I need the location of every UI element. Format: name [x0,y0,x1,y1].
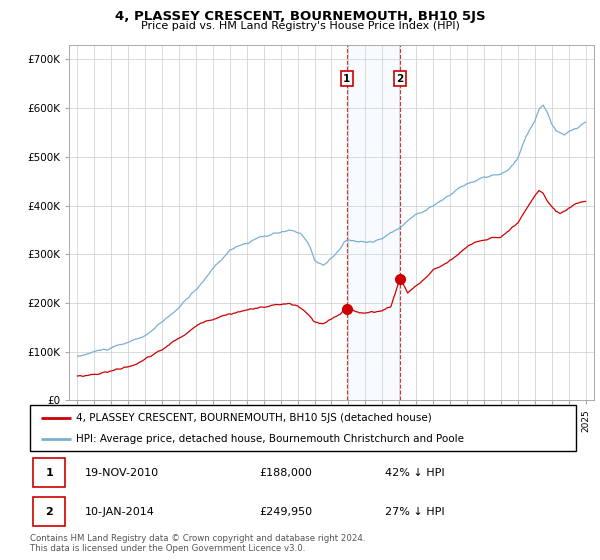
Text: 2: 2 [397,73,404,83]
Bar [33,497,65,526]
Text: 4, PLASSEY CRESCENT, BOURNEMOUTH, BH10 5JS: 4, PLASSEY CRESCENT, BOURNEMOUTH, BH10 5… [115,10,485,22]
Text: 27% ↓ HPI: 27% ↓ HPI [385,507,445,517]
Bar [33,458,65,487]
Text: 42% ↓ HPI: 42% ↓ HPI [385,468,445,478]
Text: 4, PLASSEY CRESCENT, BOURNEMOUTH, BH10 5JS (detached house): 4, PLASSEY CRESCENT, BOURNEMOUTH, BH10 5… [76,413,432,423]
Text: 1: 1 [343,73,350,83]
Text: Contains HM Land Registry data © Crown copyright and database right 2024.
This d: Contains HM Land Registry data © Crown c… [30,534,365,553]
Bar [347,45,400,400]
Text: 10-JAN-2014: 10-JAN-2014 [85,507,154,517]
Text: 1: 1 [45,468,53,478]
Text: 2: 2 [45,507,53,517]
Text: £249,950: £249,950 [259,507,313,517]
Text: £188,000: £188,000 [259,468,312,478]
Text: HPI: Average price, detached house, Bournemouth Christchurch and Poole: HPI: Average price, detached house, Bour… [76,435,464,444]
Text: 19-NOV-2010: 19-NOV-2010 [85,468,159,478]
Text: Price paid vs. HM Land Registry's House Price Index (HPI): Price paid vs. HM Land Registry's House … [140,21,460,31]
